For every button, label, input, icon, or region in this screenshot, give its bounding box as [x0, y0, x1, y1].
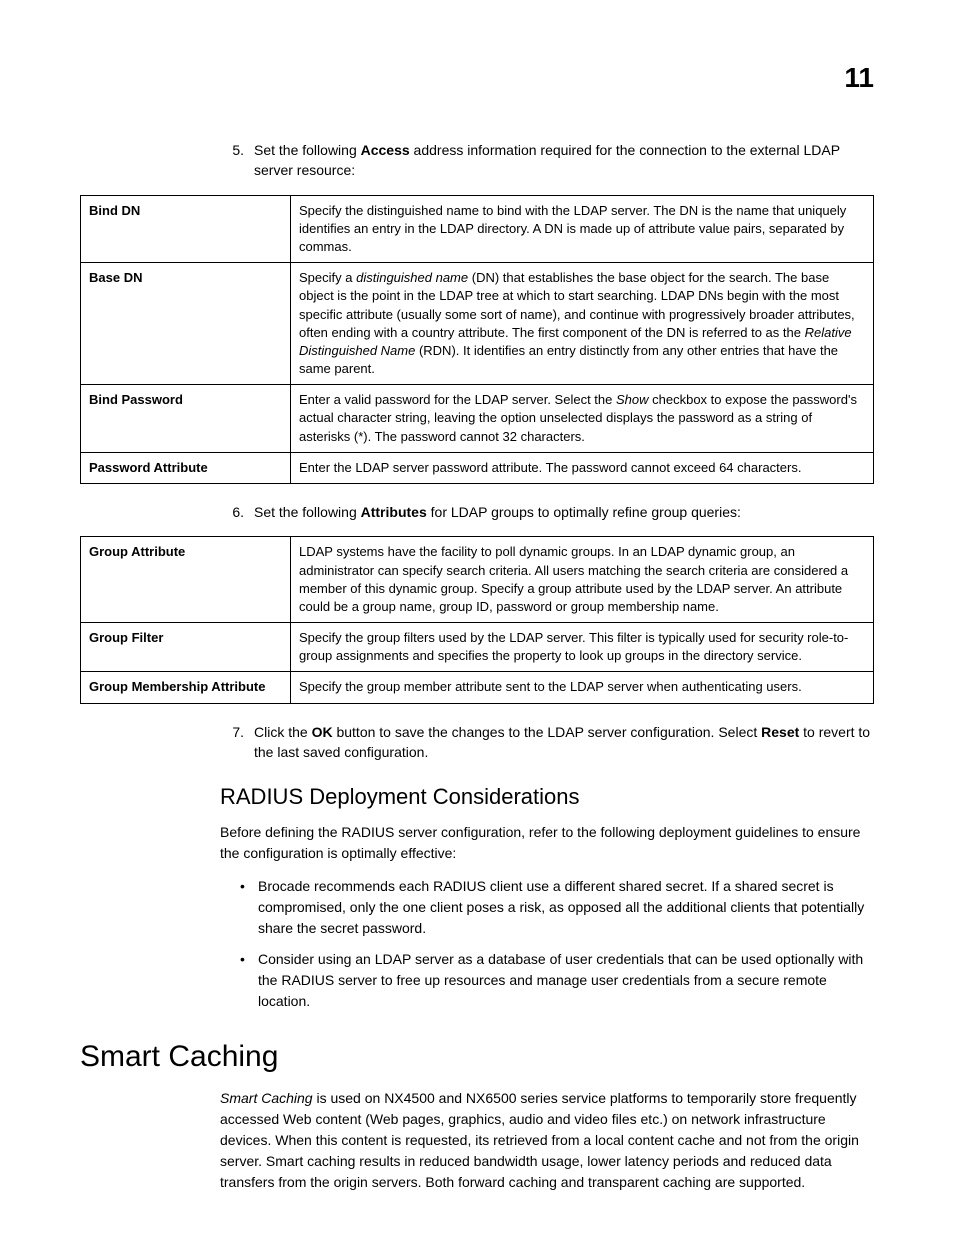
step-5: 5. Set the following Access address info…: [220, 140, 874, 181]
access-table: Bind DN Specify the distinguished name t…: [80, 195, 874, 484]
cell-label: Bind DN: [81, 195, 291, 263]
cell-label: Bind Password: [81, 385, 291, 453]
step-6: 6. Set the following Attributes for LDAP…: [220, 502, 874, 522]
table-row: Group Membership Attribute Specify the g…: [81, 672, 874, 703]
text: Enter a valid password for the LDAP serv…: [299, 392, 616, 407]
bold-text: Attributes: [361, 504, 427, 520]
cell-desc: Specify the group filters used by the LD…: [291, 623, 874, 672]
cell-label: Group Membership Attribute: [81, 672, 291, 703]
table-row: Group Filter Specify the group filters u…: [81, 623, 874, 672]
step-number: 5.: [220, 140, 244, 181]
radius-heading: RADIUS Deployment Considerations: [220, 784, 874, 810]
italic-text: Smart Caching: [220, 1090, 313, 1106]
page-number: 11: [844, 62, 874, 94]
smart-caching-para: Smart Caching is used on NX4500 and NX65…: [220, 1088, 874, 1193]
step-number: 7.: [220, 722, 244, 763]
radius-bullets: Brocade recommends each RADIUS client us…: [240, 876, 874, 1012]
step-text: Set the following Access address informa…: [254, 140, 874, 181]
italic-text: distinguished name: [356, 270, 468, 285]
table-row: Base DN Specify a distinguished name (DN…: [81, 263, 874, 385]
list-item: Brocade recommends each RADIUS client us…: [240, 876, 874, 939]
step-text: Click the OK button to save the changes …: [254, 722, 874, 763]
bold-text: Reset: [761, 724, 799, 740]
cell-label: Password Attribute: [81, 452, 291, 483]
cell-label: Group Filter: [81, 623, 291, 672]
text: Click the: [254, 724, 312, 740]
text: for LDAP groups to optimally refine grou…: [427, 504, 741, 520]
text: Specify a: [299, 270, 356, 285]
page-content: 5. Set the following Access address info…: [80, 140, 874, 1193]
table-row: Bind Password Enter a valid password for…: [81, 385, 874, 453]
text: button to save the changes to the LDAP s…: [333, 724, 762, 740]
bold-text: Access: [361, 142, 410, 158]
table-row: Password Attribute Enter the LDAP server…: [81, 452, 874, 483]
table-row: Group Attribute LDAP systems have the fa…: [81, 537, 874, 623]
text: is used on NX4500 and NX6500 series serv…: [220, 1090, 859, 1190]
cell-desc: Enter a valid password for the LDAP serv…: [291, 385, 874, 453]
radius-intro: Before defining the RADIUS server config…: [220, 822, 874, 864]
cell-desc: Specify a distinguished name (DN) that e…: [291, 263, 874, 385]
cell-desc: LDAP systems have the facility to poll d…: [291, 537, 874, 623]
table-row: Bind DN Specify the distinguished name t…: [81, 195, 874, 263]
step-number: 6.: [220, 502, 244, 522]
italic-text: Show: [616, 392, 649, 407]
step-text: Set the following Attributes for LDAP gr…: [254, 502, 874, 522]
text: Set the following: [254, 142, 361, 158]
list-item: Consider using an LDAP server as a datab…: [240, 949, 874, 1012]
cell-desc: Specify the group member attribute sent …: [291, 672, 874, 703]
cell-desc: Specify the distinguished name to bind w…: [291, 195, 874, 263]
bold-text: OK: [312, 724, 333, 740]
cell-label: Base DN: [81, 263, 291, 385]
cell-desc: Enter the LDAP server password attribute…: [291, 452, 874, 483]
step-7: 7. Click the OK button to save the chang…: [220, 722, 874, 763]
text: Set the following: [254, 504, 361, 520]
attributes-table: Group Attribute LDAP systems have the fa…: [80, 536, 874, 703]
smart-caching-heading: Smart Caching: [80, 1040, 874, 1074]
cell-label: Group Attribute: [81, 537, 291, 623]
